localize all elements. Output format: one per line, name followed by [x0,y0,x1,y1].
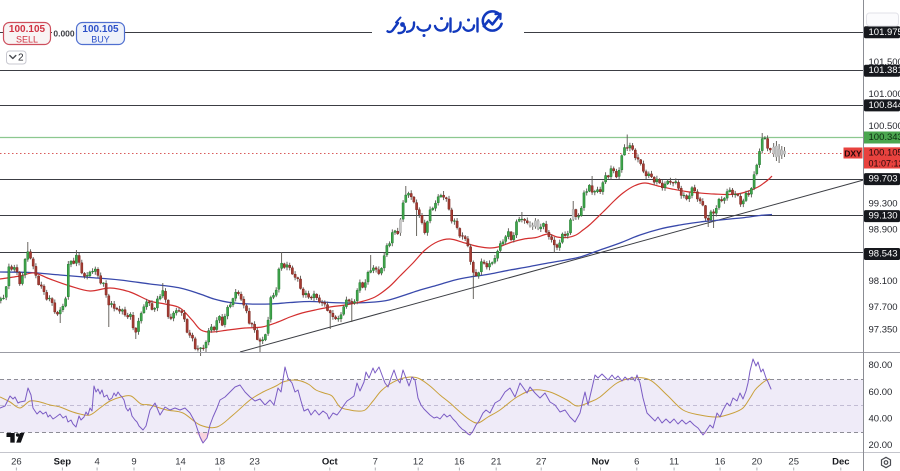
svg-text:SELL: SELL [16,35,38,45]
svg-text:BUY: BUY [91,35,110,45]
svg-text:100.105: 100.105 [869,148,900,159]
svg-text:DXY: DXY [844,148,862,158]
svg-text:101.975: 101.975 [869,27,900,38]
svg-text:100.343: 100.343 [869,132,900,143]
svg-text:60.00: 60.00 [869,387,893,398]
svg-text:101.500: 101.500 [869,57,900,68]
svg-text:20.00: 20.00 [869,440,893,451]
svg-text:40.00: 40.00 [869,414,893,425]
svg-text:26: 26 [11,457,22,468]
svg-text:98.100: 98.100 [869,276,898,287]
svg-text:21: 21 [491,457,502,468]
svg-text:99.130: 99.130 [869,211,898,222]
svg-text:14: 14 [175,457,186,468]
svg-text:Nov: Nov [592,457,611,468]
svg-text:11: 11 [669,457,679,468]
svg-text:98.900: 98.900 [869,224,898,235]
svg-text:Dec: Dec [832,457,849,468]
svg-text:80.00: 80.00 [869,360,893,371]
svg-text:100.500: 100.500 [869,121,900,132]
svg-text:01:07:12: 01:07:12 [869,158,900,168]
svg-text:97.700: 97.700 [869,302,898,313]
svg-text:100.105: 100.105 [9,24,46,35]
svg-text:25: 25 [788,457,799,468]
svg-text:99.703: 99.703 [869,174,898,185]
svg-text:2: 2 [18,52,24,63]
svg-text:100.105: 100.105 [82,24,119,35]
svg-text:18: 18 [215,457,226,468]
svg-text:16: 16 [715,457,726,468]
svg-text:7: 7 [373,457,378,468]
svg-text:6: 6 [634,457,639,468]
svg-text:100.844: 100.844 [869,100,900,111]
svg-text:12: 12 [413,457,424,468]
svg-text:101.381: 101.381 [869,65,900,76]
svg-text:4: 4 [94,457,99,468]
svg-text:27: 27 [536,457,547,468]
svg-text:99.300: 99.300 [869,199,898,210]
svg-text:9: 9 [131,457,136,468]
svg-text:98.543: 98.543 [869,249,898,260]
svg-text:Sep: Sep [54,457,72,468]
svg-text:16: 16 [454,457,465,468]
svg-text:Oct: Oct [322,457,339,468]
svg-text:97.350: 97.350 [869,325,898,336]
svg-text:20: 20 [752,457,763,468]
svg-text:0.000: 0.000 [53,28,75,38]
svg-text:101.000: 101.000 [869,89,900,100]
svg-text:23: 23 [249,457,260,468]
